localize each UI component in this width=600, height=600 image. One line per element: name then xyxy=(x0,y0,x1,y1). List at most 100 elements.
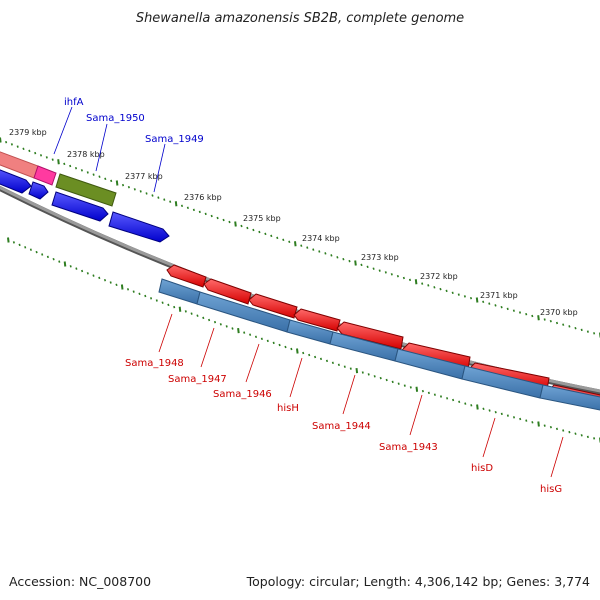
inner-ruler-tick xyxy=(150,297,153,300)
inner-ruler-tick xyxy=(537,421,540,427)
outer-ruler-tick xyxy=(586,330,589,333)
feature-bar[interactable] xyxy=(539,384,600,411)
inner-ruler-tick xyxy=(379,376,382,380)
kbp-label: 2371 kbp xyxy=(480,291,518,300)
outer-ruler-tick xyxy=(475,297,479,303)
outer-ruler-tick xyxy=(506,307,509,311)
inner-ruler-tick xyxy=(314,355,317,359)
outer-ruler-tick xyxy=(294,241,297,247)
inner-ruler-tick xyxy=(543,424,546,427)
inner-ruler-tick xyxy=(202,316,205,320)
kbp-label: 2373 kbp xyxy=(361,253,399,262)
gene-arrow[interactable] xyxy=(108,211,170,243)
outer-ruler-tick xyxy=(414,279,418,285)
inner-ruler-tick xyxy=(35,250,38,254)
kbp-label: 2370 kbp xyxy=(540,308,578,317)
gene-label-sama-1943[interactable]: Sama_1943 xyxy=(379,442,438,453)
inner-ruler-tick xyxy=(231,327,234,330)
gene-label-hisG[interactable]: hisG xyxy=(540,484,562,495)
outer-ruler-tick xyxy=(372,267,375,270)
gene-label-sama-1944[interactable]: Sama_1944 xyxy=(312,421,371,432)
inner-ruler-tick xyxy=(155,299,158,302)
gene-arrow[interactable] xyxy=(0,168,32,194)
inner-ruler-tick xyxy=(132,290,135,293)
gene-arrow[interactable] xyxy=(293,308,341,332)
inner-ruler-tick xyxy=(433,393,436,396)
outer-ruler-tick xyxy=(336,256,339,259)
gene-label-hisH[interactable]: hisH xyxy=(277,403,299,414)
gene-label-sama-1949[interactable]: Sama_1949 xyxy=(145,134,204,145)
reverse-gene-labels: Sama_1948 Sama_1947 Sama_1946 hisH Sama_… xyxy=(125,313,564,495)
gene-arrow[interactable] xyxy=(51,191,109,222)
inner-ruler-tick xyxy=(525,419,528,422)
kbp-label: 2378 kbp xyxy=(67,150,105,159)
outer-ruler-tick xyxy=(198,210,201,214)
outer-ruler-tick xyxy=(342,257,345,261)
gene-label-sama-1947[interactable]: Sama_1947 xyxy=(168,374,227,385)
inner-ruler-tick xyxy=(52,257,55,261)
outer-ruler-tick xyxy=(366,265,369,269)
inner-ruler-tick xyxy=(349,367,352,370)
inner-ruler-tick xyxy=(249,333,252,336)
outer-ruler-tick xyxy=(252,228,255,232)
gene-arrow[interactable] xyxy=(248,293,298,319)
outer-ruler-tick xyxy=(330,254,333,257)
outer-ruler-tick xyxy=(427,284,430,287)
gene-arrow[interactable] xyxy=(166,264,207,288)
inner-ruler-tick xyxy=(290,347,293,351)
inner-ruler-tick xyxy=(308,353,311,357)
inner-ruler-tick xyxy=(243,331,246,334)
inner-ruler-tick xyxy=(361,371,364,374)
outer-ruler-tick xyxy=(157,196,160,199)
gene-label-hisD[interactable]: hisD xyxy=(471,463,493,474)
outer-ruler-tick xyxy=(531,314,534,318)
inner-ruler-tick xyxy=(464,402,467,405)
gene-arrow[interactable] xyxy=(28,181,49,200)
gene-arrow[interactable] xyxy=(336,321,404,350)
inner-ruler-tick xyxy=(278,343,281,347)
outer-ruler-tick xyxy=(593,332,596,335)
outer-ruler-tick xyxy=(390,273,393,276)
gene-label-ihfA[interactable]: ihfA xyxy=(64,97,84,108)
inner-ruler-tick xyxy=(41,253,44,256)
outer-ruler-tick xyxy=(488,302,491,305)
gene-arrow[interactable] xyxy=(55,173,117,207)
outer-ruler-tick xyxy=(348,259,351,263)
outer-ruler-tick xyxy=(92,173,95,176)
outer-ruler-tick xyxy=(482,300,485,304)
outer-ruler-tick xyxy=(282,238,285,242)
outer-ruler-tick xyxy=(0,137,2,143)
outer-ruler-tick xyxy=(258,230,261,234)
gene-arrow[interactable] xyxy=(33,165,57,186)
inner-ruler-tick xyxy=(439,395,443,398)
gene-arrow[interactable] xyxy=(203,278,252,305)
gene-label-sama-1950[interactable]: Sama_1950 xyxy=(86,113,145,124)
inner-ruler-tick xyxy=(167,303,170,307)
gene-label-sama-1946[interactable]: Sama_1946 xyxy=(213,389,272,400)
outer-ruler-tick xyxy=(240,224,243,228)
inner-ruler-tick xyxy=(254,335,258,339)
inner-ruler-tick xyxy=(319,357,323,361)
inner-ruler-tick xyxy=(196,314,199,317)
outer-ruler-tick xyxy=(133,188,136,191)
forward-strand-track xyxy=(0,151,170,243)
inner-ruler-tick xyxy=(385,378,388,382)
inner-ruler-tick xyxy=(173,305,176,309)
inner-ruler-tick xyxy=(296,348,299,354)
outer-ruler-tick xyxy=(16,145,19,148)
inner-ruler-tick xyxy=(337,363,340,367)
inner-ruler-tick xyxy=(18,243,21,247)
outer-ruler-tick xyxy=(169,200,172,203)
inner-ruler-tick xyxy=(476,404,479,410)
outer-ruler-tick xyxy=(110,179,113,183)
outer-ruler-tick xyxy=(318,250,321,253)
inner-ruler-tick xyxy=(427,391,430,395)
inner-ruler-tick xyxy=(58,260,61,263)
outer-ruler-tick xyxy=(568,325,571,328)
gene-label-sama-1948[interactable]: Sama_1948 xyxy=(125,358,184,369)
inner-ruler-tick xyxy=(46,255,49,259)
outer-ruler-tick xyxy=(151,194,154,197)
inner-ruler-tick xyxy=(343,365,346,368)
inner-ruler-tick xyxy=(574,432,577,435)
